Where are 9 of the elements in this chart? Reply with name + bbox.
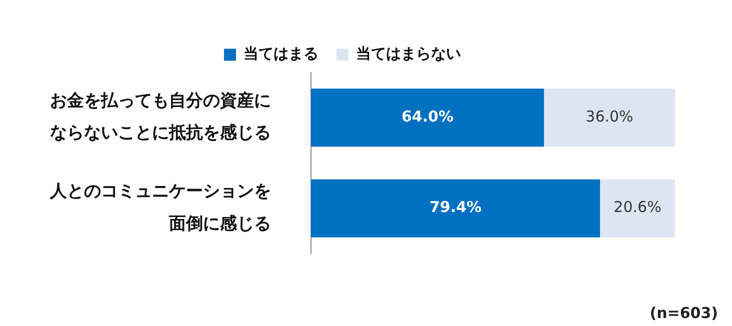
data-label: 36.0% xyxy=(586,108,634,126)
y-tick-label: 人とのコミュニケーションを面倒に感じる xyxy=(49,182,271,234)
legend-label: 当てはまらない xyxy=(356,44,461,63)
data-label: 64.0% xyxy=(401,108,454,126)
data-label: 20.6% xyxy=(614,198,662,216)
y-tick-label: お金を払っても自分の資産にならないことに抵抗を感じる xyxy=(50,90,271,144)
text: (n=603) xyxy=(650,304,718,322)
data-label: 79.4% xyxy=(429,198,482,216)
legend-label: 当てはまる xyxy=(244,44,318,63)
